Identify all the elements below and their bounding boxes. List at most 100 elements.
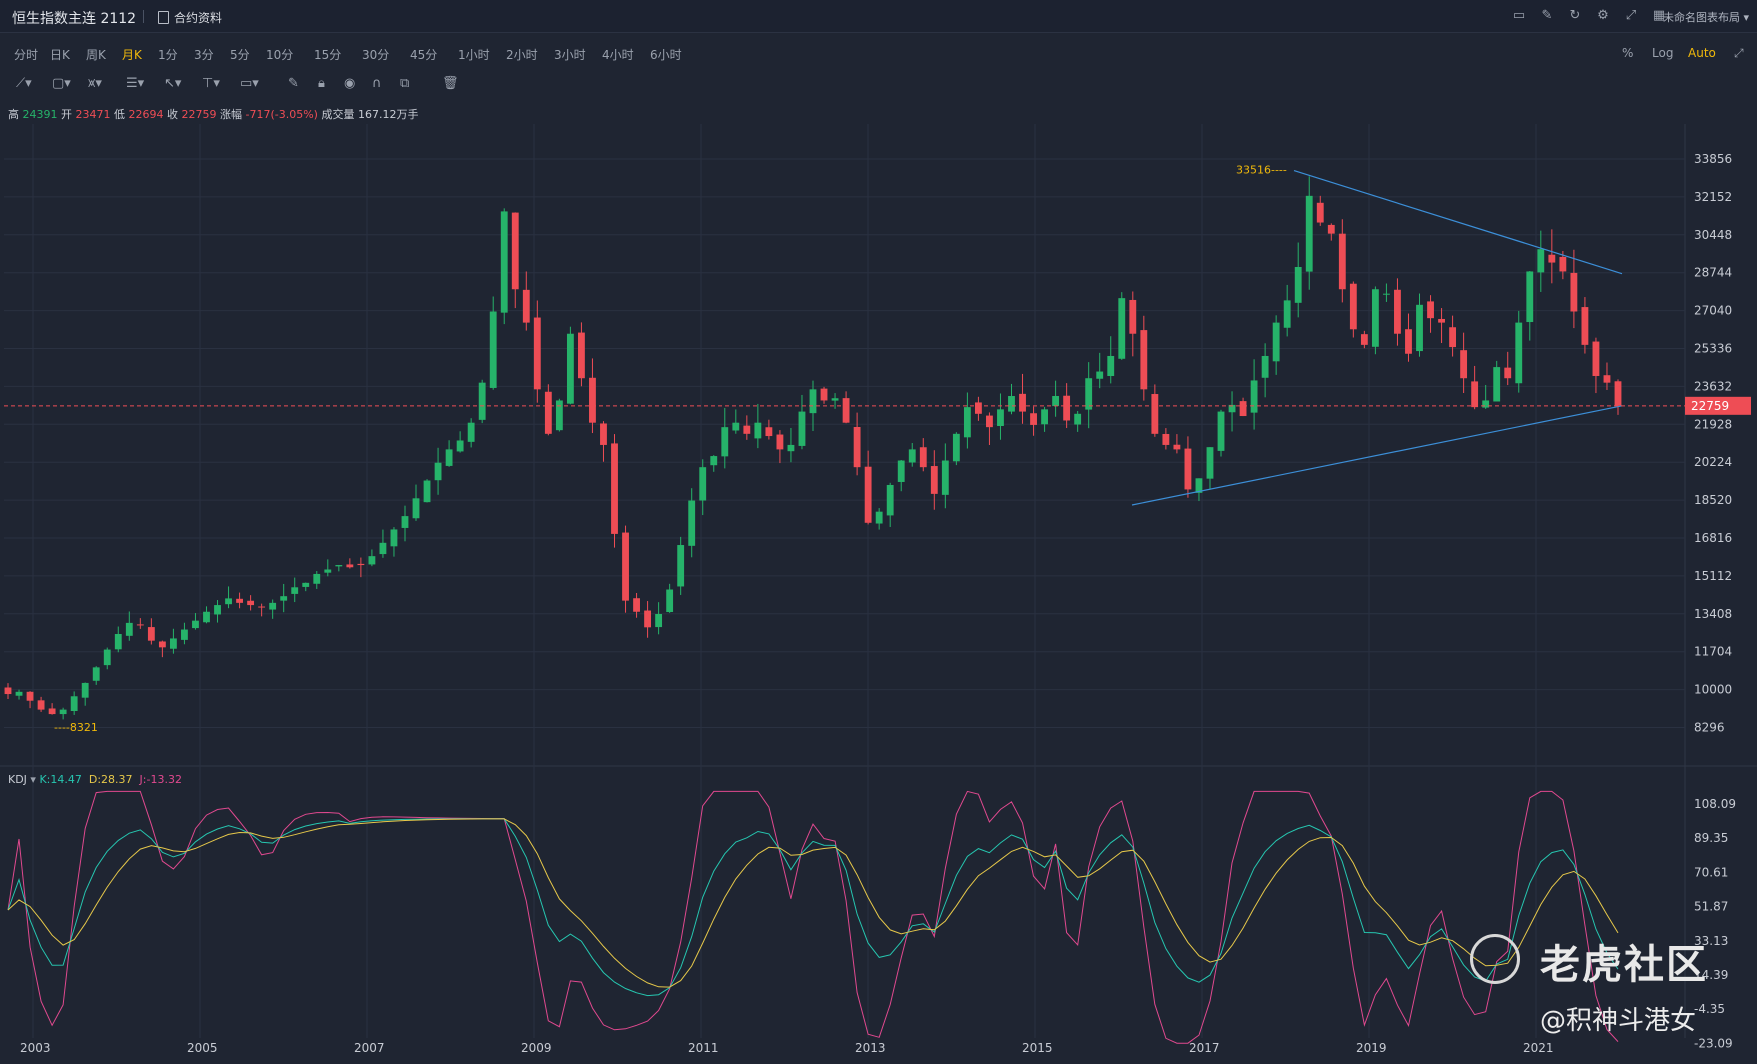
arrow-tool-icon[interactable]: ↖▾ [164,76,182,91]
candle-body [401,516,409,528]
chart-type-icon[interactable]: ▭ [1512,8,1526,23]
high-value: 24391 [22,108,58,121]
kdj-tick-label: -23.09 [1694,1036,1733,1050]
eye-icon[interactable]: ◉ [344,76,356,91]
price-tick-label: 33856 [1694,152,1732,166]
candle-body [125,622,133,636]
candle-body [1493,367,1501,402]
candle-body [1085,378,1093,410]
candle-body [478,382,486,420]
period-1[interactable]: 日K [50,48,70,62]
candle-body [1603,375,1611,383]
candle-body [1515,322,1523,384]
pencil-icon[interactable]: ✎ [288,76,299,91]
price-tick-label: 21928 [1694,417,1732,431]
rectangle-tool-icon[interactable]: ▢▾ [52,76,71,91]
candle-body [578,332,585,379]
instrument-title[interactable]: 恒生指数主连 2112 [12,11,137,27]
candle-body [864,466,872,523]
tiger-logo-icon [1470,934,1520,984]
price-chart[interactable]: 33856 32152 30448 28744 27040 25336 23632 21928… [0,124,1757,1064]
period-4[interactable]: 1分 [158,48,178,62]
period-10[interactable]: 45分 [410,48,438,62]
copy-icon[interactable]: ⧉ [400,76,410,91]
period-13[interactable]: 3小时 [554,48,586,62]
price-tick-label: 27040 [1694,304,1732,318]
author-handle: @积神斗港女 [1540,1006,1697,1036]
lock-icon[interactable]: 🔒︎ [318,76,325,91]
candle-body [1228,404,1236,413]
period-11[interactable]: 1小时 [458,48,490,62]
candle-body [467,422,475,442]
candle-body [302,582,310,587]
open-value: 23471 [75,108,111,121]
candle-body [1140,330,1148,390]
candle-body [952,433,960,462]
period-15[interactable]: 6小时 [650,48,682,62]
draw-icon[interactable]: ✎ [1541,8,1553,23]
open-label: 开 [61,108,72,121]
candle-body [489,311,497,388]
candle-body [765,427,773,437]
candle-body [456,440,464,452]
kdj-j-value: J:-13.32 [139,773,182,786]
period-6[interactable]: 5分 [230,48,250,62]
kdj-tick-label: 33.13 [1694,934,1728,948]
kdj-name[interactable]: KDJ [8,773,27,786]
measure-tool-icon[interactable]: ⊤▾ [202,76,220,91]
layout-dropdown[interactable]: 未命名图表布局 ▾ [1662,11,1749,24]
expand-icon[interactable]: ⤢ [1734,46,1744,60]
kdj-d-line [7,818,1619,988]
trash-icon[interactable]: 🗑︎ [442,76,459,91]
candle-body [820,388,828,401]
period-12[interactable]: 2小时 [506,48,538,62]
year-tick-label: 2005 [187,1041,218,1055]
magnet-icon[interactable]: ∩ [372,76,382,91]
period-9[interactable]: 30分 [362,48,390,62]
grid-layout-icon[interactable]: ▦ [1652,8,1666,23]
period-0[interactable]: 分时 [14,48,39,62]
kdj-tick-label: 14.39 [1694,968,1728,982]
refresh-icon[interactable]: ↻ [1569,8,1581,23]
scale-control-2[interactable]: Auto [1688,46,1716,60]
scale-control-0[interactable]: % [1622,46,1634,60]
contract-info-link[interactable]: 合约资料 [158,9,222,26]
candle-body [1338,233,1346,290]
period-5[interactable]: 3分 [194,48,214,62]
candle-body [291,587,299,594]
period-8[interactable]: 15分 [314,48,342,62]
candle-body [831,398,839,401]
settings-icon[interactable]: ⚙ [1597,8,1609,23]
fib-tool-icon[interactable]: ☰▾ [126,76,145,91]
line-tool-icon[interactable]: ⟋▾ [16,76,32,91]
period-14[interactable]: 4小时 [602,48,634,62]
candle-body [48,708,56,715]
candle-body [1581,307,1589,345]
candle-body [4,687,12,695]
pattern-tool-icon[interactable]: ⩙▾ [88,76,102,91]
candle-body [622,532,629,601]
candle-body [1360,334,1368,345]
candle-body [1349,283,1357,330]
candle-body [1195,478,1203,493]
candle-body [633,598,640,612]
kdj-d-value: D:28.37 [88,773,133,786]
kdj-tick-label: -4.35 [1694,1002,1725,1016]
candle-body [1008,396,1015,412]
candle-body [1559,256,1567,272]
period-3[interactable]: 月K [122,48,142,62]
price-panel [0,124,1757,764]
candle-body [1548,254,1556,263]
candle-body [809,389,817,414]
scale-control-1[interactable]: Log [1652,46,1674,60]
kdj-dropdown-icon[interactable]: ▾ [26,773,40,786]
price-tick-label: 8296 [1694,721,1725,735]
text-tool-icon[interactable]: ▭▾ [240,76,259,91]
period-2[interactable]: 周K [86,48,106,62]
fullscreen-icon[interactable]: ⤢ [1625,8,1637,23]
period-7[interactable]: 10分 [266,48,294,62]
candle-body [269,602,277,610]
change-label: 涨幅 [220,108,242,121]
candle-body [1261,355,1269,378]
candle-body [92,667,100,681]
